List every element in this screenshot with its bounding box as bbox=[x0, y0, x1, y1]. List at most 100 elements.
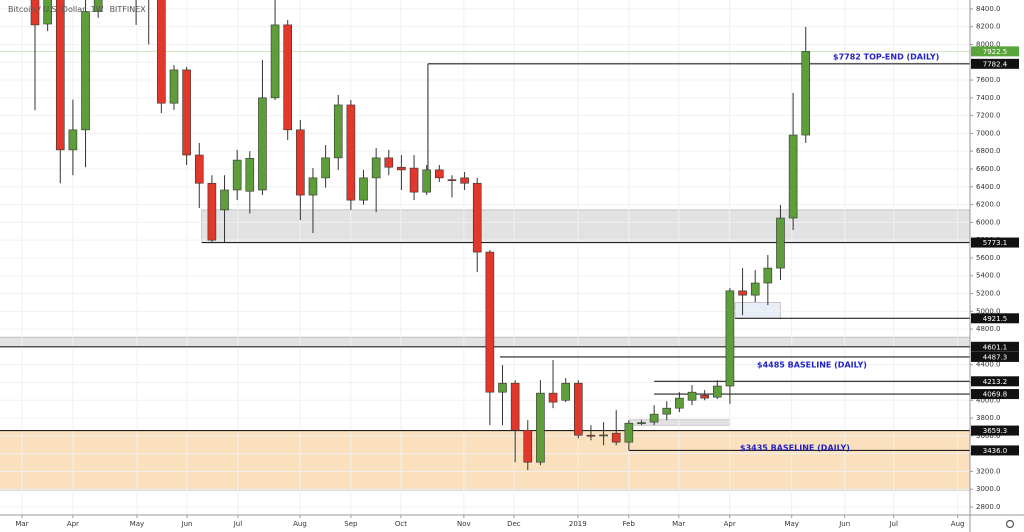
x-tick-label: Jul bbox=[233, 520, 243, 528]
candle-body bbox=[55, 0, 65, 151]
y-tick-label: 6600.0 bbox=[976, 165, 1001, 173]
chart-title: Bitcoin / U.S. Dollar, 1W BITFINEX bbox=[8, 5, 146, 14]
y-tick-label: 8000.0 bbox=[976, 40, 1001, 48]
y-tick-label: 6400.0 bbox=[976, 183, 1001, 191]
candle-body bbox=[384, 157, 394, 168]
price-label: 7782.4 bbox=[983, 60, 1008, 68]
price-label-box bbox=[971, 376, 1019, 387]
candle-body bbox=[409, 167, 419, 193]
price-label: 3436.0 bbox=[983, 447, 1008, 455]
annotation: $3435 BASELINE (DAILY) bbox=[740, 444, 850, 453]
candle-body bbox=[675, 397, 684, 409]
candle-body bbox=[182, 69, 191, 156]
y-tick-label: 8400.0 bbox=[976, 5, 1001, 13]
price-label-box bbox=[971, 237, 1019, 248]
zone bbox=[201, 209, 970, 243]
candle-body bbox=[611, 432, 621, 443]
x-tick-label: Aug bbox=[293, 520, 307, 528]
candle-body bbox=[801, 51, 811, 136]
candle-body bbox=[207, 182, 217, 241]
candle-body bbox=[548, 392, 558, 403]
x-tick-label: Jun bbox=[838, 520, 850, 528]
candle-body bbox=[296, 129, 305, 196]
y-tick-label: 7400.0 bbox=[976, 94, 1001, 102]
price-label: 4601.1 bbox=[983, 343, 1008, 351]
candle-body bbox=[485, 251, 495, 393]
candle-body bbox=[81, 11, 90, 131]
candle-body bbox=[447, 179, 457, 181]
candle-body bbox=[700, 394, 709, 399]
candle-body bbox=[270, 24, 280, 99]
candle-body bbox=[637, 422, 646, 424]
price-label-box bbox=[971, 389, 1019, 400]
candle-body bbox=[624, 422, 634, 443]
candle-body bbox=[43, 0, 52, 25]
candle-body bbox=[435, 169, 444, 179]
y-tick-label: 3200.0 bbox=[976, 467, 1001, 475]
y-tick-label: 3000.0 bbox=[976, 485, 1001, 493]
price-label: 7922.5 bbox=[983, 48, 1008, 56]
price-label-box bbox=[971, 58, 1019, 69]
y-tick-label: 7600.0 bbox=[976, 76, 1001, 84]
price-label: 4069.8 bbox=[983, 391, 1008, 399]
candle-body bbox=[460, 177, 469, 184]
y-tick-label: 5400.0 bbox=[976, 272, 1001, 280]
candle-body bbox=[510, 382, 520, 431]
candle-body bbox=[93, 0, 103, 12]
candle-body bbox=[68, 129, 78, 151]
price-label: 3659.3 bbox=[983, 427, 1008, 435]
candle-body bbox=[649, 413, 659, 423]
y-tick-label: 5600.0 bbox=[976, 254, 1001, 262]
price-lines bbox=[0, 50, 970, 452]
x-tick-label: Aug bbox=[951, 520, 965, 528]
candle-body bbox=[397, 166, 406, 171]
candle-body bbox=[536, 392, 545, 463]
grid bbox=[0, 0, 970, 515]
candle-body bbox=[523, 429, 533, 463]
y-tick-label: 5000.0 bbox=[976, 307, 1001, 315]
candle-body bbox=[687, 391, 697, 401]
x-tick-label: Jul bbox=[888, 520, 898, 528]
candle-body bbox=[346, 104, 356, 201]
x-tick-label: Apr bbox=[67, 520, 79, 528]
x-tick-label: Mar bbox=[672, 520, 685, 528]
y-tick-label: 7000.0 bbox=[976, 129, 1001, 137]
candle-body bbox=[712, 385, 722, 398]
price-label-box bbox=[971, 313, 1019, 324]
candle-body bbox=[574, 382, 583, 436]
settings-icon-ring bbox=[1005, 519, 1015, 529]
x-tick-label: 2019 bbox=[569, 520, 587, 528]
candle-body bbox=[763, 267, 773, 284]
price-label: 4921.5 bbox=[983, 315, 1008, 323]
exchange: BITFINEX bbox=[110, 5, 147, 14]
candle-body bbox=[788, 134, 798, 219]
candle-body bbox=[245, 158, 255, 192]
y-tick-label: 6800.0 bbox=[976, 147, 1001, 155]
x-tick-label: Apr bbox=[724, 520, 736, 528]
candle-body bbox=[750, 282, 760, 296]
y-tick-label: 4400.0 bbox=[976, 361, 1001, 369]
x-tick-label: Feb bbox=[623, 520, 636, 528]
zone bbox=[0, 336, 970, 348]
price-label-box bbox=[971, 46, 1019, 57]
price-label-box bbox=[971, 341, 1019, 352]
y-tick-label: 6200.0 bbox=[976, 201, 1001, 209]
candle-body bbox=[472, 182, 482, 253]
candle-body bbox=[283, 24, 293, 131]
settings-icon[interactable] bbox=[1005, 519, 1015, 529]
x-tick-label: Mar bbox=[15, 520, 28, 528]
y-tick-label: 6000.0 bbox=[976, 218, 1001, 226]
price-label-box bbox=[971, 425, 1019, 436]
x-tick-label: Sep bbox=[344, 520, 358, 528]
annotation: $7782 TOP-END (DAILY) bbox=[833, 53, 939, 62]
candle-body bbox=[194, 154, 204, 184]
price-label-box bbox=[971, 445, 1019, 456]
candle-body bbox=[561, 382, 570, 401]
price-label: 4213.2 bbox=[983, 378, 1008, 386]
candle-body bbox=[220, 189, 229, 211]
candle-body bbox=[169, 69, 179, 104]
y-tick-label: 8200.0 bbox=[976, 23, 1001, 31]
candle-body bbox=[30, 0, 40, 26]
candle-body bbox=[599, 434, 608, 437]
